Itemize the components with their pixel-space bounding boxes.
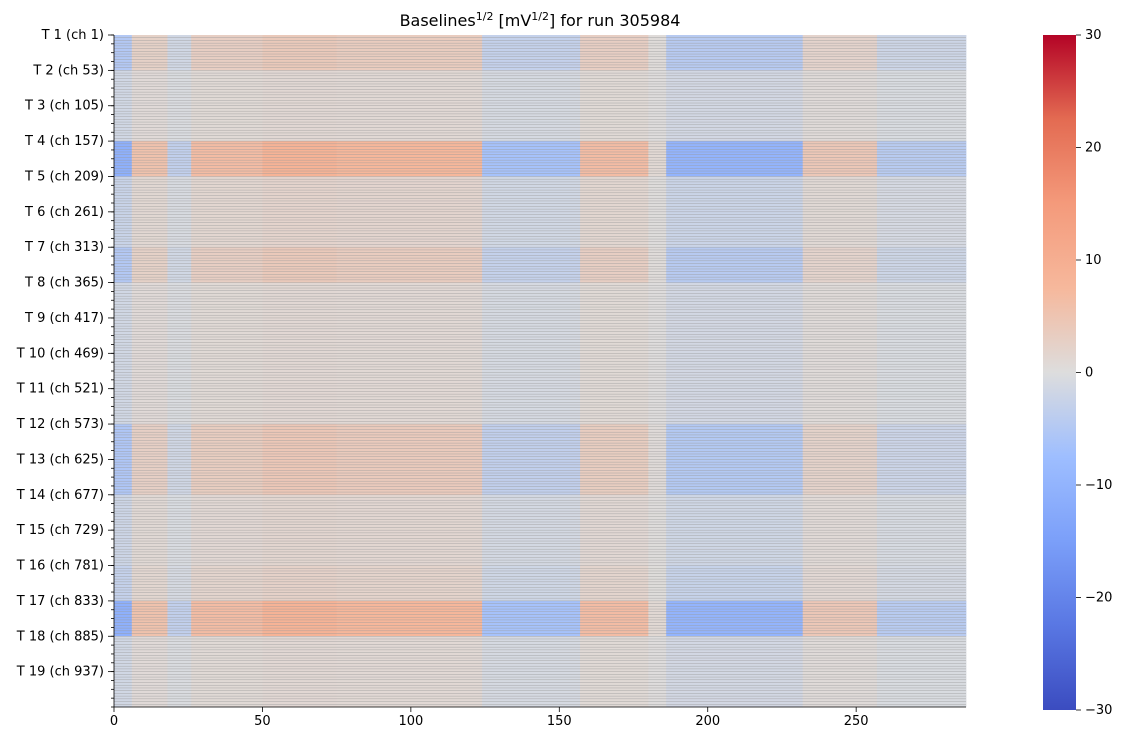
colorbar: [1043, 35, 1076, 710]
heatmap-cell: [114, 247, 133, 283]
title-sup-1: 1/2: [476, 10, 494, 23]
y-tick-label: T 10 (ch 469): [16, 346, 104, 361]
title-sup-2: 1/2: [531, 10, 549, 23]
title-post: ] for run 305984: [549, 11, 680, 30]
x-tick-label: 0: [110, 714, 118, 729]
colorbar-tick-label: −20: [1085, 591, 1112, 606]
y-tick-label: T 9 (ch 417): [24, 311, 104, 326]
title-mid: [mV: [493, 11, 531, 30]
y-tick-label: T 17 (ch 833): [16, 594, 104, 609]
y-axis: T 1 (ch 1) T 2 (ch 53) T 3 (ch 105) T 4 (ch…: [16, 28, 115, 708]
y-tick-label: T 3 (ch 105): [24, 99, 104, 114]
colorbar-tick-label: 10: [1085, 253, 1102, 268]
x-axis: 0 50 100 150 200 250: [110, 706, 966, 729]
colorbar-tick-label: 30: [1085, 28, 1102, 43]
heatmap-cell: [648, 141, 667, 177]
heatmap-cell: [648, 565, 667, 602]
y-tick-label: T 1 (ch 1): [41, 28, 104, 43]
heatmap-cell: [114, 35, 133, 71]
x-tick-label: 150: [547, 714, 572, 729]
y-tick-label: T 15 (ch 729): [16, 523, 104, 538]
y-tick-label: T 7 (ch 313): [24, 240, 104, 255]
y-tick-label: T 2 (ch 53): [32, 63, 104, 78]
title-pre: Baselines: [400, 11, 476, 30]
y-tick-label: T 19 (ch 937): [16, 665, 104, 680]
chart-title: Baselines1/2 [mV1/2] for run 305984: [400, 10, 681, 30]
heatmap-cell: [114, 600, 133, 637]
channel-grid-lines: [114, 37, 966, 705]
x-tick-label: 250: [844, 714, 869, 729]
heatmap-cell: [648, 35, 667, 71]
colorbar-tick-label: 20: [1085, 141, 1102, 156]
y-tick-label: T 8 (ch 365): [24, 276, 104, 291]
y-tick-label: T 11 (ch 521): [16, 382, 104, 397]
y-tick-label: T 13 (ch 625): [16, 452, 104, 467]
y-tick-label: T 14 (ch 677): [16, 488, 104, 503]
colorbar-tick-label: −10: [1085, 478, 1112, 493]
y-tick-label: T 4 (ch 157): [24, 134, 104, 149]
heatmap-cell: [648, 247, 667, 283]
x-tick-label: 200: [695, 714, 720, 729]
colorbar-tick-label: −30: [1085, 703, 1112, 718]
colorbar-axis: 30 20 10 0 −10 −20 −30: [1076, 28, 1112, 718]
heatmap-cell: [648, 600, 667, 637]
x-tick-label: 50: [254, 714, 271, 729]
x-tick-label: 100: [398, 714, 423, 729]
heatmap-cell: [114, 141, 133, 177]
colorbar-tick-label: 0: [1085, 366, 1093, 381]
y-tick-label: T 12 (ch 573): [16, 417, 104, 432]
y-tick-label: T 16 (ch 781): [16, 559, 104, 574]
y-tick-label: T 5 (ch 209): [24, 169, 104, 184]
y-tick-label: T 6 (ch 261): [24, 205, 104, 220]
heatmap-cell: [114, 565, 133, 602]
y-tick-label: T 18 (ch 885): [16, 629, 104, 644]
